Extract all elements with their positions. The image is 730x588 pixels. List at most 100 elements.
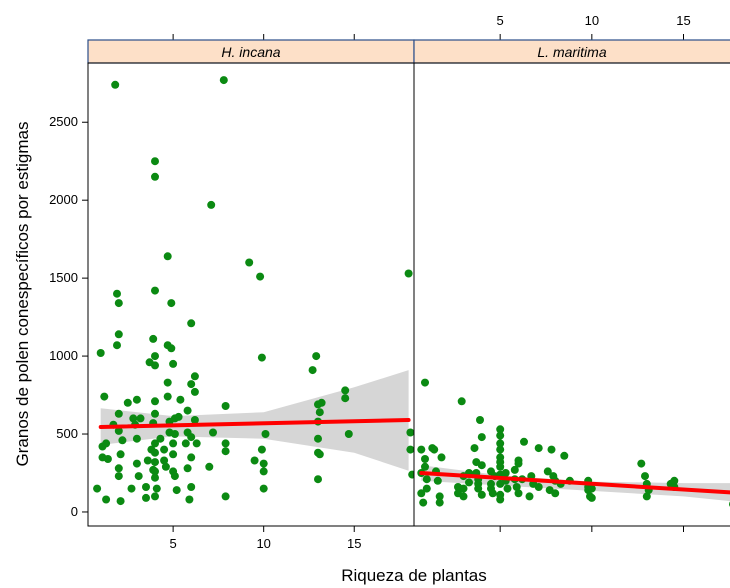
data-point [642,492,651,501]
y-axis-label: Granos de polen conespecíficos por estig… [13,122,32,467]
data-point [534,444,543,453]
data-point [259,484,268,493]
data-point [129,414,138,423]
data-point [163,252,172,261]
data-point [314,475,322,484]
panel-l-maritima [417,378,730,507]
data-point [113,341,121,350]
data-point [496,439,505,448]
data-point [315,450,324,459]
panel-frame-h-incana [87,62,415,527]
data-point [152,484,161,493]
data-point [205,462,214,471]
data-point [151,352,159,361]
data-point [221,439,230,448]
data-point [587,493,596,502]
data-point [160,445,169,454]
data-point [496,495,505,504]
data-point [257,445,266,454]
data-point [543,467,552,476]
data-point [209,428,217,437]
data-point [192,439,201,448]
data-point [143,456,152,465]
data-point [187,483,196,491]
y-tick-label: 2500 [49,114,78,129]
data-point [163,378,172,387]
data-point [132,434,141,443]
data-point [422,475,431,484]
data-point [245,258,254,267]
data-point [187,433,196,442]
data-point [534,483,543,491]
panel-frame-l-maritima [413,62,730,527]
x-tick-label-top: 10 [585,13,599,28]
data-point [151,467,159,476]
data-point [114,472,123,481]
data-point [459,484,468,493]
data-point [221,447,230,456]
x-tick-label-top: 5 [497,13,504,28]
data-point [512,483,521,491]
data-point [167,344,176,353]
data-point [496,462,505,471]
data-point [93,484,102,493]
data-point [417,489,426,498]
regression-line [419,471,730,495]
data-point [142,493,150,502]
y-tick-label: 1500 [49,270,78,285]
data-point [96,349,105,357]
data-point [551,489,560,498]
data-point [221,402,230,410]
data-point [176,395,185,404]
data-point [156,434,165,443]
data-point [118,436,127,445]
data-point [421,462,429,471]
data-point [637,459,646,468]
data-point [670,476,679,485]
data-point [151,448,159,457]
data-point [419,498,428,507]
data-point [422,484,431,493]
data-point [404,269,413,278]
data-point [312,352,321,361]
data-point [102,495,111,504]
data-point [134,472,143,481]
data-point [465,478,473,487]
data-point [417,445,426,454]
data-point [503,484,512,493]
data-point [308,366,317,375]
data-point [161,462,170,471]
data-point [172,486,181,495]
data-point [476,416,484,424]
data-point [470,444,479,453]
data-point [514,489,523,498]
data-point [114,409,123,418]
data-point [114,464,123,473]
data-point [113,289,121,298]
data-point [525,492,534,501]
data-point [257,353,266,362]
data-point [151,492,159,501]
data-point [547,445,556,454]
data-point [190,416,199,424]
data-point [151,458,159,467]
data-point [183,406,192,415]
data-point [259,467,268,476]
data-point [641,472,649,481]
x-tick-label: 15 [347,536,361,551]
data-point [406,445,414,454]
data-point [151,397,159,406]
strip-l-maritima: L. maritima [413,39,730,64]
data-point [102,439,111,448]
data-point [314,434,322,443]
data-point [315,408,324,417]
data-point [123,398,132,407]
data-point [250,456,259,465]
data-point [496,445,505,454]
top-axis-ticks: 5 10 15 [172,13,691,40]
data-point [151,286,159,295]
y-tick-label: 1000 [49,348,78,363]
data-point [170,430,179,438]
data-point [187,319,196,328]
